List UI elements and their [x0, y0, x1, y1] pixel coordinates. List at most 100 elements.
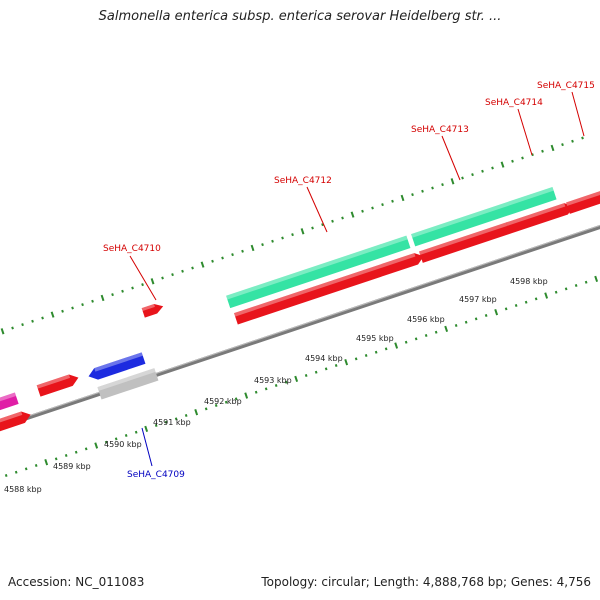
backbone-layer	[0, 224, 600, 430]
gene-seha-c4709[interactable]	[97, 368, 159, 400]
inner-tick	[94, 442, 99, 449]
gene-seha-c4713-hit-shine	[411, 186, 554, 238]
gene-label-seha-c4712[interactable]: SeHA_C4712	[274, 176, 332, 186]
inner-tick	[124, 434, 128, 438]
scale-label-4596: 4596 kbp	[407, 315, 445, 324]
outer-tick	[0, 328, 5, 335]
outer-tick	[391, 199, 394, 203]
outer-tick	[311, 226, 314, 230]
outer-tick	[350, 211, 355, 218]
outer-tick	[471, 173, 474, 177]
gene-seha-c4709-blue[interactable]	[88, 352, 146, 380]
gene-layer	[0, 186, 600, 444]
inner-tick	[514, 304, 518, 308]
inner-tick	[554, 290, 558, 294]
gene-pink[interactable]	[0, 392, 19, 425]
gene-label-seha-c4710[interactable]: SeHA_C4710	[103, 244, 161, 254]
outer-tick-track	[0, 136, 584, 335]
inner-tick	[244, 392, 249, 399]
gene-label-seha-c4713[interactable]: SeHA_C4713	[411, 125, 469, 135]
gene-seha-c4714[interactable]	[506, 203, 574, 234]
gene-seha-c4712-hit[interactable]	[226, 235, 411, 309]
gene-fwd-a-body	[36, 374, 79, 397]
gene-seha-c4710[interactable]	[141, 303, 164, 318]
inner-tick	[474, 317, 478, 321]
inner-tick	[254, 390, 258, 394]
outer-tick	[341, 216, 344, 220]
outer-tick	[111, 293, 114, 297]
scale-label-4592: 4592 kbp	[204, 397, 242, 406]
inner-tick	[264, 387, 268, 391]
inner-tick	[84, 447, 88, 451]
outer-tick	[381, 203, 384, 207]
outer-tick	[271, 239, 274, 243]
outer-tick	[541, 149, 544, 153]
inner-tick	[104, 440, 108, 444]
genome-backbone-highlight	[0, 224, 600, 427]
inner-tick	[484, 314, 488, 318]
outer-tick	[521, 156, 524, 160]
gene-seha-c4715[interactable]	[566, 186, 600, 214]
gene-seha-c4713[interactable]	[419, 222, 516, 263]
gene-label-seha-c4709[interactable]: SeHA_C4709	[127, 470, 185, 480]
map-title: Salmonella enterica subsp. enterica sero…	[98, 9, 502, 24]
gene-fwd-a[interactable]	[36, 374, 79, 397]
gene-seha-c4712-hit-body	[226, 235, 411, 309]
outer-tick	[231, 253, 234, 257]
inner-tick	[54, 457, 58, 461]
inner-tick	[4, 474, 8, 478]
gene-seha-c4713-body	[419, 222, 516, 263]
inner-tick	[394, 342, 399, 349]
outer-tick	[100, 294, 105, 302]
inner-tick	[284, 380, 288, 384]
outer-tick	[511, 159, 514, 163]
scale-label-4590: 4590 kbp	[104, 440, 142, 449]
gene-seha-c4713-hit[interactable]	[411, 186, 557, 247]
scale-label-4591: 4591 kbp	[153, 418, 191, 427]
inner-tick	[424, 334, 428, 338]
outer-tick	[241, 249, 244, 253]
outer-tick	[200, 261, 205, 268]
gene-rev-a[interactable]	[0, 411, 31, 444]
leader-seha-c4709	[141, 427, 153, 467]
outer-tick	[421, 189, 424, 193]
outer-tick	[491, 166, 494, 170]
inner-tick	[184, 414, 188, 418]
outer-tick	[531, 153, 534, 157]
scale-label-4598: 4598 kbp	[510, 277, 548, 286]
gene-seha-c4714-shine	[506, 203, 566, 226]
gene-label-seha-c4715[interactable]: SeHA_C4715	[537, 81, 595, 91]
inner-tick	[334, 364, 338, 368]
inner-tick	[444, 325, 449, 333]
outer-tick	[550, 144, 555, 152]
gene-seha-c4713-hit-body	[411, 186, 557, 247]
inner-tick	[404, 340, 408, 344]
outer-tick	[161, 276, 164, 280]
gene-seha-c4712[interactable]	[234, 253, 424, 325]
inner-tick	[454, 324, 458, 328]
gene-seha-c4715-body	[566, 191, 600, 214]
scale-label-4597: 4597 kbp	[459, 295, 497, 304]
inner-tick	[114, 437, 118, 441]
gene-seha-c4712-shine	[234, 253, 416, 317]
inner-tick	[494, 309, 499, 316]
inner-tick	[274, 384, 278, 388]
inner-tick	[34, 464, 38, 468]
gene-label-seha-c4714[interactable]: SeHA_C4714	[485, 98, 543, 108]
inner-tick	[204, 407, 208, 411]
outer-tick	[500, 161, 505, 168]
inner-tick	[574, 284, 578, 288]
outer-tick	[431, 186, 434, 190]
inner-tick	[584, 280, 588, 284]
gene-seha-c4709-blue-body	[88, 352, 146, 380]
gene-seha-c4710-shine	[141, 303, 155, 311]
inner-tick	[44, 459, 49, 466]
outer-tick	[441, 183, 444, 187]
outer-tick	[41, 316, 44, 320]
inner-tick	[434, 330, 438, 334]
inner-tick	[534, 297, 538, 301]
leader-seha-c4712	[306, 186, 328, 233]
gene-fwd-a-shine	[36, 374, 71, 389]
inner-tick	[544, 292, 549, 299]
